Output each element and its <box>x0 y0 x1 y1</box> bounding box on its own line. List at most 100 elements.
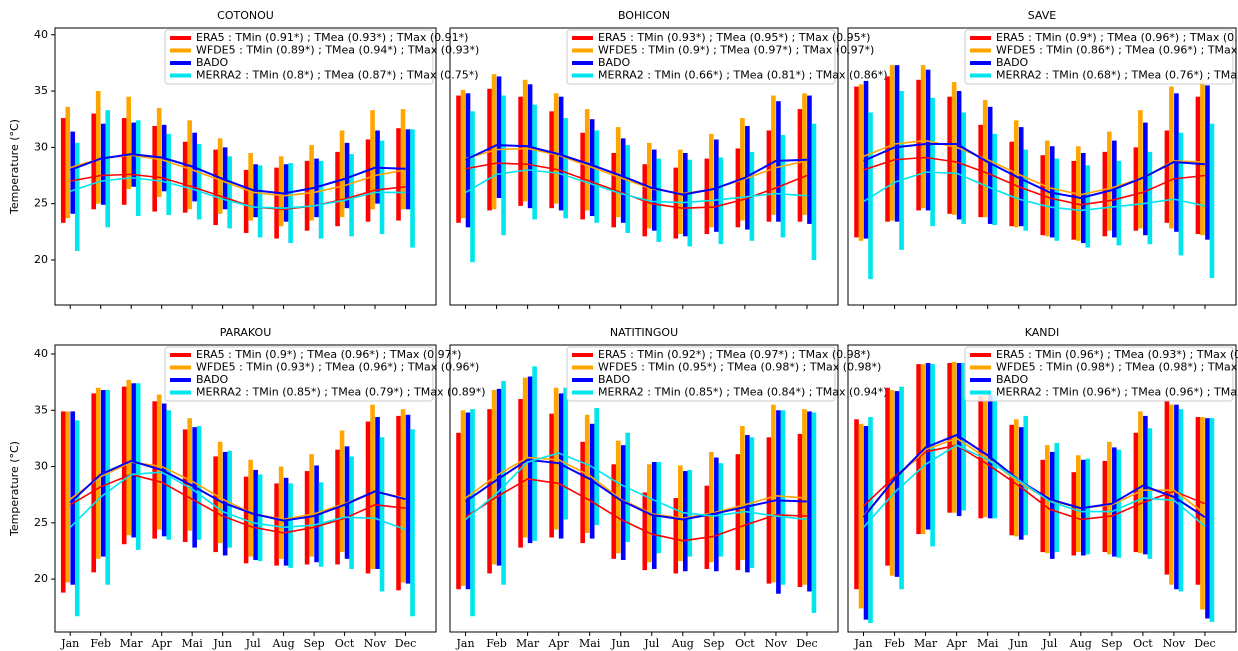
range-bar <box>1164 400 1170 575</box>
y-axis-label: Temperature (°C) <box>8 119 21 215</box>
range-bar <box>735 148 741 228</box>
range-bar <box>522 79 528 202</box>
x-tick-label: Apr <box>548 637 570 650</box>
range-bar <box>858 84 864 241</box>
range-bar <box>584 109 590 211</box>
range-bar <box>518 399 523 548</box>
mean-line <box>863 156 1206 206</box>
y-tick-label: 40 <box>34 347 48 360</box>
range-bar <box>1102 460 1108 553</box>
range-bar <box>274 483 279 566</box>
mean-line <box>863 171 1206 212</box>
range-bar <box>379 437 385 592</box>
plot-frame <box>847 27 1237 306</box>
mean-line <box>69 461 406 521</box>
legend-label: BADO <box>996 373 1029 386</box>
x-tick-label: Sep <box>1101 637 1122 650</box>
range-bar <box>1116 449 1122 558</box>
range-bar <box>60 118 66 223</box>
range-bar <box>1169 86 1174 229</box>
range-bar <box>549 413 554 538</box>
x-tick-label: Jan <box>853 637 872 650</box>
range-bar <box>131 383 136 538</box>
range-bar <box>532 366 537 541</box>
mean-line <box>465 478 807 542</box>
range-bar <box>166 410 171 540</box>
range-bar <box>335 151 340 227</box>
legend-box <box>964 346 1234 402</box>
range-bar <box>496 76 502 199</box>
y-tick-label: 25 <box>34 516 48 529</box>
x-tick-label: Sep <box>703 637 724 650</box>
x-tick-label: Feb <box>486 637 507 650</box>
range-bar <box>227 156 232 229</box>
range-bar <box>563 118 568 219</box>
range-bar <box>899 91 904 250</box>
legend-label: WFDE5 : TMin (0.98*) ; TMea (0.98*) ; TM… <box>996 361 1238 374</box>
x-tick-label: Dec <box>395 637 417 650</box>
mean-line <box>863 142 1206 200</box>
legend-label: ERA5 : TMin (0.91*) ; TMea (0.93*) ; TMa… <box>196 31 468 44</box>
mean-line <box>862 437 1206 517</box>
range-bar <box>1209 123 1215 278</box>
range-bar <box>1076 455 1081 553</box>
range-bar <box>558 393 564 539</box>
mean-line <box>862 433 1206 519</box>
range-bar <box>802 409 807 585</box>
range-bar <box>166 133 171 215</box>
range-bar <box>1195 96 1201 235</box>
range-bar <box>1200 79 1205 236</box>
y-tick-label: 30 <box>34 460 48 473</box>
mean-line <box>70 173 406 211</box>
range-bar <box>740 426 745 560</box>
range-bar <box>549 111 554 209</box>
y-tick-label: 20 <box>34 253 48 266</box>
range-bar <box>410 429 415 617</box>
range-bar <box>152 125 157 212</box>
legend-label: WFDE5 : TMin (0.93*) ; TMea (0.96*) ; TM… <box>196 361 479 374</box>
range-bar <box>678 149 683 235</box>
range-bar <box>766 130 772 222</box>
legend-label: BADO <box>196 56 229 69</box>
range-bar <box>656 462 662 554</box>
range-bar <box>797 109 803 222</box>
range-bar <box>553 387 559 530</box>
range-bar <box>920 65 926 209</box>
legend-label: ERA5 : TMin (0.9*) ; TMea (0.96*) ; TMax… <box>996 31 1238 44</box>
range-bar <box>274 167 279 239</box>
range-bar <box>646 142 652 229</box>
range-bar <box>74 420 80 617</box>
x-tick-label: Nov <box>364 637 387 650</box>
range-bar <box>771 404 776 583</box>
mean-line <box>465 456 808 520</box>
y-tick-label: 35 <box>34 84 48 97</box>
y-tick-label: 25 <box>34 197 48 210</box>
range-bar <box>1102 151 1108 237</box>
range-bar <box>1178 132 1184 256</box>
x-tick-label: Apr <box>151 637 173 650</box>
legend-label: BADO <box>996 56 1029 69</box>
range-bar <box>854 419 859 590</box>
range-bar <box>1205 85 1210 240</box>
legend-label: MERRA2 : TMin (0.8*) ; TMea (0.87*) ; TM… <box>196 69 479 82</box>
legend-box <box>164 346 434 402</box>
range-bar <box>678 465 683 562</box>
legend-box <box>566 29 836 85</box>
range-bar <box>740 118 745 221</box>
range-bar <box>309 454 314 557</box>
range-bar <box>532 104 537 220</box>
panel-title: KANDI <box>1025 326 1060 339</box>
range-bar <box>370 404 375 569</box>
legend-label: BADO <box>598 373 631 386</box>
range-bar <box>563 387 568 520</box>
legend-label: WFDE5 : TMin (0.95*) ; TMea (0.98*) ; TM… <box>598 361 881 374</box>
x-tick-label: Oct <box>1133 637 1153 650</box>
range-bar <box>930 364 935 547</box>
mean-line <box>465 144 807 196</box>
range-bar <box>460 410 466 586</box>
range-bar <box>375 417 380 569</box>
mean-line <box>69 153 406 195</box>
x-tick-label: Jun <box>212 637 232 650</box>
range-bar <box>797 433 803 587</box>
range-bar <box>625 145 631 233</box>
